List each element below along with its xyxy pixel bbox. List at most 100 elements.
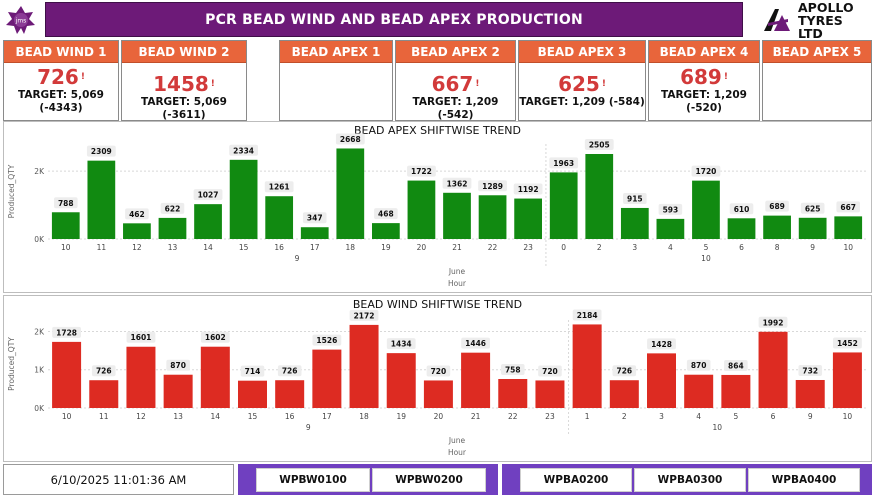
- x-tick-label: 18: [359, 412, 369, 421]
- data-label-bg: [836, 201, 861, 213]
- y-tick-label: 0K: [34, 235, 45, 244]
- x-tick-label: 16: [285, 412, 295, 421]
- x-tick-label: 12: [132, 243, 142, 252]
- bar: [514, 198, 543, 239]
- slicer-button-wpbw0100[interactable]: WPBW0100: [256, 467, 370, 492]
- y-tick-label: 1K: [34, 366, 45, 375]
- data-label: 689: [769, 202, 785, 211]
- card-title: BEAD APEX 3: [519, 41, 645, 63]
- x-tick-label: 17: [322, 412, 332, 421]
- card-target-diff: (-520): [686, 102, 722, 114]
- wind-machine-slicer: WPBW0100 WPBW0200: [238, 464, 498, 495]
- data-label: 1720: [696, 167, 717, 176]
- data-label: 1192: [518, 185, 539, 194]
- card-target-diff: (-4343): [39, 102, 83, 114]
- data-label: 1289: [482, 182, 503, 191]
- bar: [646, 353, 677, 408]
- data-label-bg: [833, 337, 862, 349]
- month-label: June: [448, 267, 466, 276]
- bar: [478, 195, 507, 239]
- apollo-logo-icon: [764, 9, 790, 31]
- x-tick-label: 1: [585, 412, 590, 421]
- x-tick-label: 6: [739, 243, 744, 252]
- data-label: 1261: [269, 183, 290, 192]
- data-label: 1362: [447, 179, 468, 188]
- card-bead-wind-1[interactable]: BEAD WIND 1 726! TARGET: 5,069 (-4343): [3, 40, 119, 121]
- card-value: 625!: [558, 72, 606, 96]
- card-value: 689!: [680, 65, 728, 89]
- bar: [336, 148, 365, 239]
- x-tick-label: 15: [248, 412, 258, 421]
- data-label-bg: [729, 203, 754, 215]
- card-bead-apex-2[interactable]: BEAD APEX 2 667! TARGET: 1,209 (-542): [395, 40, 516, 121]
- data-label-bg: [160, 202, 185, 214]
- warning-icon: !: [210, 79, 215, 89]
- bar: [727, 218, 756, 239]
- data-label: 1452: [837, 339, 858, 348]
- bar: [51, 212, 80, 239]
- x-tick-label: 20: [434, 412, 444, 421]
- x-tick-label: 19: [381, 243, 391, 252]
- card-bead-apex-1[interactable]: BEAD APEX 1: [279, 40, 393, 121]
- slicer-button-wpbw0200[interactable]: WPBW0200: [372, 467, 486, 492]
- data-label: 622: [165, 204, 181, 213]
- data-label-bg: [374, 208, 398, 220]
- data-label: 1963: [553, 159, 574, 168]
- data-label-bg: [335, 133, 365, 145]
- data-label: 720: [542, 367, 558, 376]
- slicer-button-wpba0300[interactable]: WPBA0300: [634, 467, 746, 492]
- x-tick-label: 14: [203, 243, 213, 252]
- x-tick-label: 22: [488, 243, 498, 252]
- x-tick-label: 0: [561, 243, 566, 252]
- bar: [423, 380, 453, 408]
- warning-icon: !: [475, 79, 480, 89]
- card-title: BEAD APEX 4: [649, 41, 759, 63]
- bar: [407, 180, 436, 239]
- y-tick-label: 0K: [34, 404, 45, 413]
- card-value: 726!: [37, 65, 85, 89]
- data-label-bg: [229, 144, 259, 156]
- x-axis-label: Hour: [448, 448, 467, 457]
- x-tick-label: 19: [396, 412, 406, 421]
- card-bead-apex-5[interactable]: BEAD APEX 5: [762, 40, 872, 121]
- x-tick-label: 13: [173, 412, 183, 421]
- data-label-bg: [386, 338, 416, 350]
- data-label-bg: [798, 364, 823, 376]
- day-group-label: 9: [295, 254, 300, 263]
- data-label: 2505: [589, 141, 610, 150]
- data-label: 1602: [205, 333, 226, 342]
- data-label-bg: [52, 326, 81, 338]
- y-axis-label: Produced_QTY: [7, 337, 16, 391]
- x-tick-label: 3: [632, 243, 637, 252]
- data-label-bg: [426, 365, 451, 377]
- data-label-bg: [193, 189, 223, 201]
- data-label-bg: [277, 365, 302, 377]
- data-label: 726: [96, 367, 112, 376]
- data-label-bg: [765, 200, 789, 212]
- data-label-bg: [658, 203, 683, 215]
- x-tick-label: 10: [61, 243, 71, 252]
- day-group-label: 9: [306, 423, 311, 432]
- dashboard-title-bar: PCR BEAD WIND AND BEAD APEX PRODUCTION: [45, 2, 743, 37]
- data-label-bg: [166, 359, 190, 371]
- bead-wind-chart-panel: BEAD WIND SHIFTWISE TREND Produced_QTY 0K…: [3, 295, 872, 462]
- x-tick-label: 5: [733, 412, 738, 421]
- card-bead-apex-4[interactable]: BEAD APEX 4 689! TARGET: 1,209 (-520): [648, 40, 760, 121]
- bar: [498, 378, 528, 408]
- slicer-button-wpba0200[interactable]: WPBA0200: [520, 467, 632, 492]
- bar: [798, 217, 827, 239]
- data-label: 2172: [354, 311, 375, 320]
- bar: [795, 379, 825, 408]
- data-label: 667: [840, 203, 856, 212]
- card-bead-wind-2[interactable]: BEAD WIND 2 1458! TARGET: 5,069 (-3611): [121, 40, 247, 121]
- data-label-bg: [623, 192, 647, 204]
- brand-name: APOLLO TYRES LTD: [798, 0, 854, 41]
- slicer-button-wpba0400[interactable]: WPBA0400: [748, 467, 860, 492]
- card-bead-apex-3[interactable]: BEAD APEX 3 625! TARGET: 1,209 (-584): [518, 40, 646, 121]
- data-label: 610: [734, 205, 750, 214]
- bar: [200, 346, 230, 408]
- bar: [684, 374, 714, 408]
- chart-title: BEAD WIND SHIFTWISE TREND: [352, 298, 523, 311]
- bar: [443, 192, 471, 239]
- bar: [163, 374, 193, 408]
